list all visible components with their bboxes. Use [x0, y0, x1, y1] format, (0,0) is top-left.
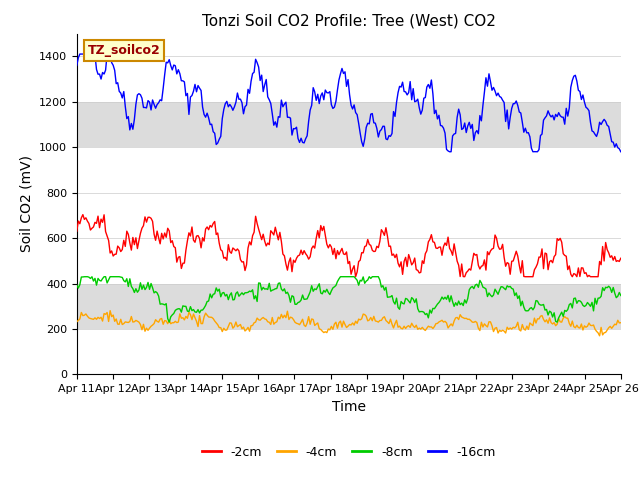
Bar — [77, 102, 621, 147]
Bar — [77, 284, 621, 329]
Y-axis label: Soil CO2 (mV): Soil CO2 (mV) — [19, 156, 33, 252]
Legend: -2cm, -4cm, -8cm, -16cm: -2cm, -4cm, -8cm, -16cm — [197, 441, 501, 464]
Text: TZ_soilco2: TZ_soilco2 — [88, 44, 161, 57]
Title: Tonzi Soil CO2 Profile: Tree (West) CO2: Tonzi Soil CO2 Profile: Tree (West) CO2 — [202, 13, 496, 28]
X-axis label: Time: Time — [332, 400, 366, 414]
